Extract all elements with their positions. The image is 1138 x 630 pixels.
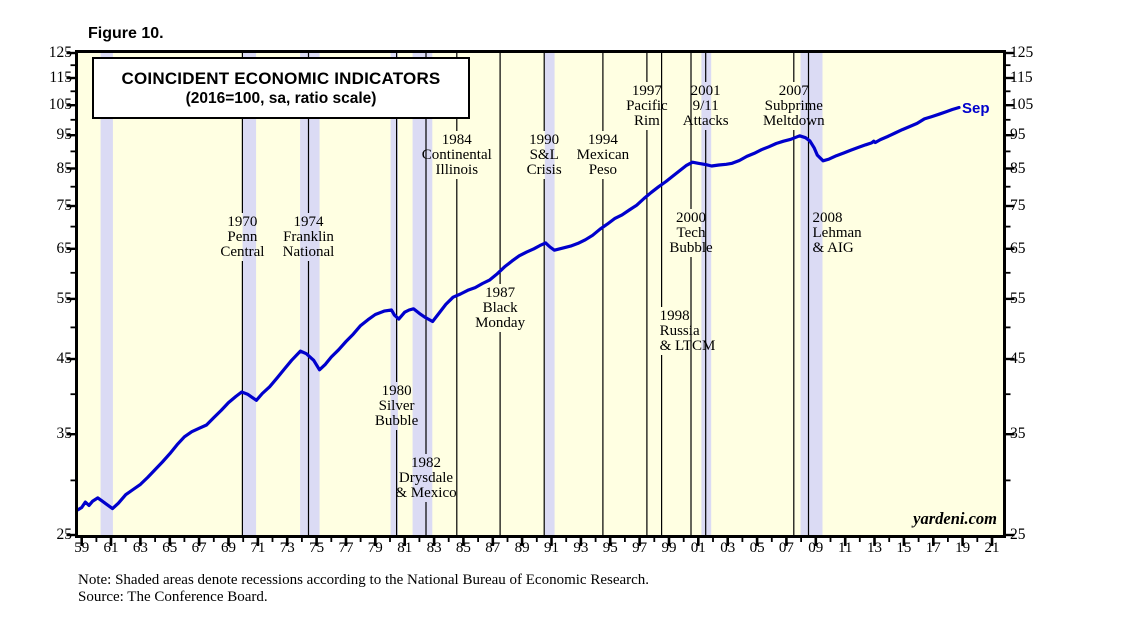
recession-band [100,53,113,535]
recession-band [390,53,398,535]
recession-band [242,53,257,535]
figure-number-label: Figure 10. [88,25,164,42]
recession-band [300,53,320,535]
cei-line-series [76,105,961,512]
recession-band [544,53,555,535]
recession-band [800,53,823,535]
plot-background [78,53,1003,535]
plot-border [75,50,1006,538]
recession-band [701,53,712,535]
recession-band [412,53,433,535]
